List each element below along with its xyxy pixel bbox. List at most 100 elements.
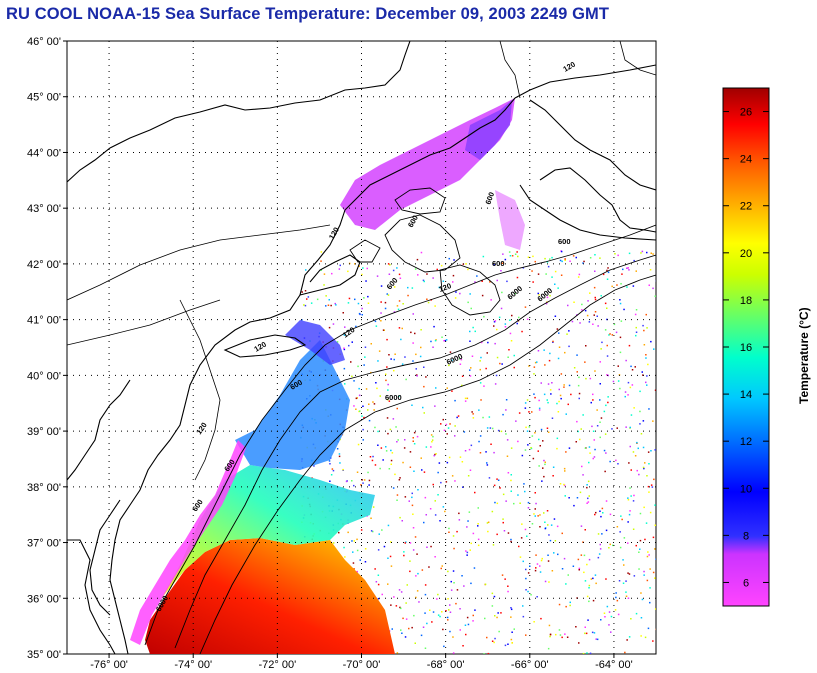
sst-pixel — [534, 515, 536, 517]
sst-pixel — [446, 433, 448, 435]
sst-pixel — [557, 287, 559, 289]
sst-pixel — [539, 565, 541, 567]
sst-pixel — [471, 411, 473, 413]
sst-pixel — [459, 292, 461, 295]
sst-pixel — [425, 446, 428, 448]
sst-pixel — [583, 571, 585, 574]
sst-pixel — [552, 466, 555, 468]
sst-pixel — [483, 315, 485, 318]
sst-pixel — [377, 574, 380, 576]
sst-pixel — [375, 581, 378, 583]
sst-pixel — [619, 531, 621, 533]
sst-pixel — [415, 596, 417, 599]
sst-pixel — [522, 605, 524, 607]
sst-pixel — [559, 483, 562, 485]
sst-pixel — [568, 447, 571, 449]
sst-pixel — [546, 427, 549, 429]
sst-pixel — [533, 373, 535, 375]
sst-pixel — [605, 452, 607, 454]
sst-pixel — [647, 451, 650, 453]
sst-pixel — [538, 294, 540, 296]
sst-pixel — [464, 450, 467, 452]
sst-pixel — [455, 291, 457, 293]
sst-pixel — [417, 489, 419, 491]
sst-pixel — [499, 487, 501, 489]
sst-pixel — [424, 612, 426, 614]
sst-pixel — [481, 294, 484, 297]
sst-pixel — [373, 409, 375, 411]
sst-pixel — [307, 296, 310, 298]
sst-pixel — [381, 529, 383, 531]
sst-pixel — [427, 301, 430, 304]
sst-pixel — [559, 394, 562, 397]
sst-pixel — [416, 553, 418, 555]
sst-pixel — [583, 260, 585, 263]
sst-pixel — [606, 278, 609, 280]
sst-pixel — [612, 380, 615, 383]
sst-pixel — [362, 428, 364, 431]
sst-pixel — [627, 267, 629, 269]
svg-text:600: 600 — [558, 237, 571, 246]
sst-pixel — [639, 512, 642, 515]
sst-pixel — [424, 496, 427, 499]
sst-pixel — [412, 313, 414, 315]
latitude-labels: 35° 00' 36° 00' 37° 00' 38° 00' 39° 00' 40° 0… — [27, 36, 61, 661]
sst-pixel — [579, 491, 582, 494]
sst-pixel — [632, 528, 635, 530]
sst-pixel — [536, 361, 538, 363]
sst-pixel — [534, 569, 537, 572]
sst-pixel — [472, 417, 475, 419]
sst-pixel — [387, 583, 389, 585]
sst-pixel — [445, 610, 447, 612]
sst-pixel — [454, 399, 456, 402]
sst-pixel — [589, 652, 592, 654]
sst-pixel — [429, 508, 432, 510]
sst-pixel — [411, 496, 413, 499]
sst-pixel — [386, 338, 388, 341]
sst-pixel — [549, 352, 551, 355]
sst-pixel — [588, 446, 591, 448]
sst-pixel — [592, 399, 594, 401]
sst-pixel — [646, 384, 648, 386]
graticule — [63, 40, 656, 658]
sst-pixel — [556, 328, 559, 330]
sst-pixel — [516, 322, 518, 325]
sst-pixel — [547, 647, 550, 650]
sst-pixel — [547, 265, 550, 268]
sst-pixel — [417, 274, 419, 276]
sst-pixel — [607, 271, 610, 274]
sst-pixel — [362, 405, 364, 407]
sst-pixel — [505, 399, 508, 401]
sst-pixel — [599, 510, 601, 512]
sst-pixel — [469, 469, 472, 471]
sst-pixel — [594, 296, 596, 299]
sst-pixel — [368, 419, 371, 422]
sst-pixel — [412, 437, 414, 439]
sst-pixel — [630, 414, 633, 416]
sst-pixel — [529, 565, 531, 567]
sst-pixel — [380, 301, 382, 303]
sst-pixel — [535, 567, 537, 569]
sst-pixel — [632, 500, 635, 502]
sst-pixel — [522, 615, 525, 618]
sst-pixel — [630, 365, 632, 368]
sst-pixel — [500, 307, 503, 310]
sst-pixel — [416, 435, 419, 438]
svg-text:120: 120 — [438, 281, 453, 294]
lat-label: 41° 00' — [27, 315, 61, 327]
sst-pixel — [635, 544, 637, 547]
sst-pixel — [344, 383, 346, 385]
sst-pixel — [396, 652, 399, 654]
sst-pixel — [624, 391, 627, 393]
sst-pixel — [654, 548, 656, 550]
sst-pixel — [525, 634, 527, 636]
sst-pixel — [390, 565, 393, 567]
sst-pixel — [392, 418, 395, 420]
sst-pixel — [608, 547, 610, 549]
sst-pixel — [544, 580, 547, 583]
sst-pixel — [533, 366, 536, 368]
sst-pixel — [413, 470, 415, 472]
sst-pixel — [547, 383, 550, 385]
sst-pixel — [582, 474, 584, 476]
sst-pixel — [420, 457, 422, 459]
